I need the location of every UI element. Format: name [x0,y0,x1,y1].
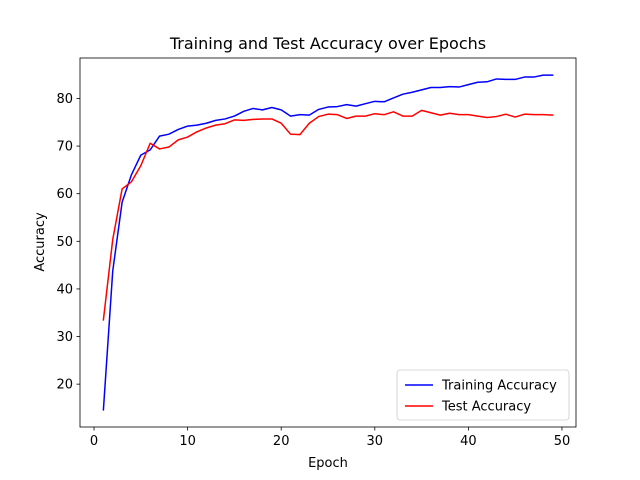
x-tick-label: 30 [367,434,384,449]
y-tick-label: 60 [56,187,73,202]
y-tick-label: 20 [56,378,73,393]
x-tick-label: 10 [179,434,196,449]
x-tick-label: 0 [90,434,98,449]
y-tick-label: 40 [56,282,73,297]
legend-label-2: Test Accuracy [441,400,531,415]
plot-area: 0 10 20 30 40 50 20 30 40 50 60 70 80 [56,57,577,449]
y-tick-label: 50 [56,235,73,250]
series-line-1 [102,74,554,411]
y-axis-label: Accuracy [33,212,48,272]
x-axis-label: Epoch [308,456,348,471]
legend: Training Accuracy Test Accuracy [396,369,570,421]
x-tick-label: 20 [273,434,290,449]
axes-frame [79,57,577,428]
x-tick-label: 50 [554,434,571,449]
series-line-2 [102,109,554,321]
chart-title: Training and Test Accuracy over Epochs [169,34,486,53]
legend-box [396,369,570,421]
legend-label-1: Training Accuracy [441,379,557,394]
x-tick-label: 40 [460,434,477,449]
y-tick-label: 70 [56,140,73,155]
y-tick-label: 80 [56,92,73,107]
y-tick-label: 30 [56,330,73,345]
